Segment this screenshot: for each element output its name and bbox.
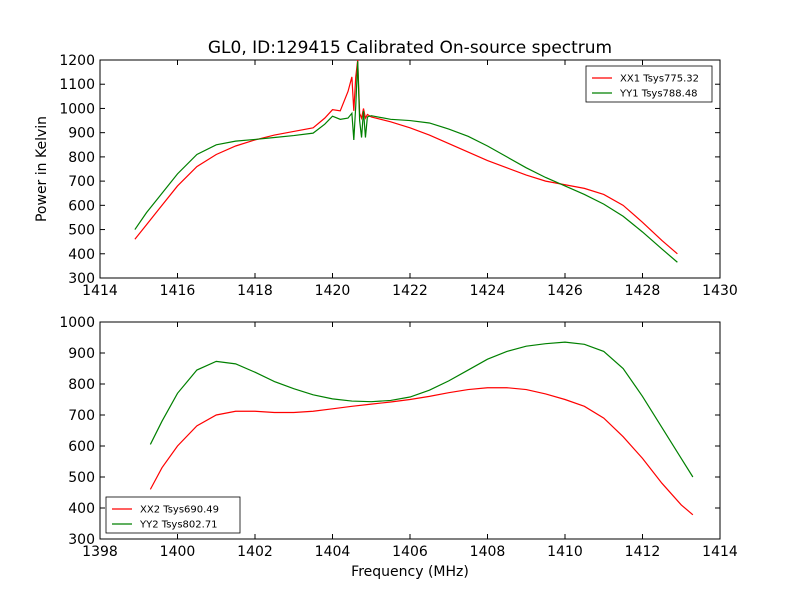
x-tick-label: 1422: [392, 283, 428, 299]
legend-label: XX1 Tsys775.32: [620, 74, 699, 85]
legend: XX2 Tsys690.49 YY2 Tsys802.71: [105, 496, 241, 534]
y-tick-label: 1000: [59, 315, 95, 331]
legend-label: XX2 Tsys690.49: [140, 505, 219, 516]
series-line: [134, 60, 678, 255]
y-tick-label: 300: [68, 271, 95, 287]
y-tick-label: 400: [68, 247, 95, 263]
y-tick-label: 600: [68, 198, 95, 214]
x-tick-label: 1402: [237, 544, 273, 560]
x-tick-label: 1414: [702, 544, 738, 560]
x-tick-label: 1426: [547, 283, 583, 299]
x-tick-label: 1414: [82, 283, 118, 299]
y-tick-label: 900: [68, 346, 95, 362]
x-tick-label: 1412: [625, 544, 661, 560]
legend-box: [585, 65, 713, 103]
y-tick-label: 800: [68, 377, 95, 393]
x-tick-label: 1424: [470, 283, 506, 299]
x-tick-label: 1406: [392, 544, 428, 560]
y-tick-label: 700: [68, 408, 95, 424]
y-tick-label: 500: [68, 470, 95, 486]
legend-label: YY1 Tsys788.48: [619, 89, 698, 100]
y-tick-label: 600: [68, 439, 95, 455]
x-tick-label: 1418: [237, 283, 273, 299]
x-tick-label: 1400: [160, 544, 196, 560]
x-tick-label: 1410: [547, 544, 583, 560]
x-tick-label: 1404: [315, 544, 351, 560]
x-axis-label: Frequency (MHz): [351, 564, 469, 580]
y-tick-label: 1000: [59, 101, 95, 117]
x-tick-label: 1408: [470, 544, 506, 560]
y-tick-label: 900: [68, 126, 95, 142]
bottom-subplot: 1398 1400 1402 1404 1406 1408 1410 1412 1414 300 4…: [59, 315, 738, 580]
series-line: [149, 341, 694, 478]
y-tick-label: 400: [68, 501, 95, 517]
y-tick-label: 700: [68, 174, 95, 190]
y-tick-label: 1200: [59, 53, 95, 69]
x-tick-label: 1428: [625, 283, 661, 299]
x-tick-label: 1430: [702, 283, 738, 299]
y-tick-label: 500: [68, 223, 95, 239]
series-line: [149, 387, 694, 516]
y-tick-label: 1100: [59, 77, 95, 93]
y-axis-label: Power in Kelvin: [34, 116, 50, 222]
legend-label: YY2 Tsys802.71: [139, 520, 218, 531]
legend: XX1 Tsys775.32 YY1 Tsys788.48: [585, 65, 713, 103]
x-tick-label: 1420: [315, 283, 351, 299]
chart-title: GL0, ID:129415 Calibrated On-source spec…: [208, 38, 612, 58]
x-tick-label: 1416: [160, 283, 196, 299]
y-tick-label: 300: [68, 532, 95, 548]
top-subplot: 1414 1416 1418 1420 1422 1424 1426 1428 1430 300 4…: [34, 38, 738, 299]
legend-box: [105, 496, 241, 534]
y-tick-label: 800: [68, 150, 95, 166]
x-tick-label: 1398: [82, 544, 118, 560]
series-line: [134, 61, 678, 263]
